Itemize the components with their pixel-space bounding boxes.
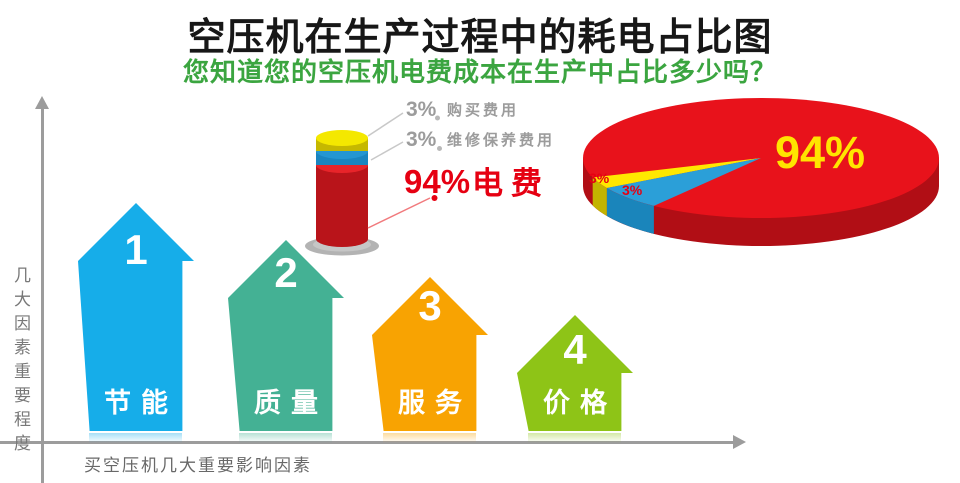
y-axis-label: 几大因素重要程度 bbox=[11, 266, 30, 458]
factor-bar-energy-saving: 1 节能 bbox=[78, 203, 194, 431]
factor-reflection bbox=[383, 433, 476, 443]
electricity-name-label: 电费 bbox=[472, 166, 550, 201]
cylinder-red-segment bbox=[316, 165, 368, 239]
factor-rank: 4 bbox=[563, 326, 587, 373]
factor-reflection bbox=[89, 433, 182, 443]
purchase-pct-label: 3% bbox=[406, 98, 437, 121]
factor-label: 服务 bbox=[398, 388, 472, 418]
factor-label: 质量 bbox=[254, 388, 328, 418]
factor-rank: 3 bbox=[418, 282, 442, 329]
electricity-pct-label: 94% bbox=[404, 163, 471, 200]
factor-label: 节能 bbox=[104, 388, 178, 418]
factor-bar-price: 4 价格 bbox=[517, 315, 633, 431]
pie-yellow-slice-side bbox=[592, 177, 607, 216]
y-axis-line bbox=[41, 108, 44, 483]
pie-main-pct-label: 94% bbox=[774, 127, 866, 178]
x-axis-line bbox=[0, 441, 733, 444]
page-subtitle: 您知道您的空压机电费成本在生产中占比多少吗？ bbox=[182, 57, 777, 87]
cost-cylinder-chart bbox=[305, 130, 379, 256]
cylinder-yellow-top bbox=[316, 130, 368, 146]
pie-blue-pct-label: 3% bbox=[622, 182, 643, 198]
pie-yellow-pct-label: 3% bbox=[589, 170, 610, 186]
purchase-name-label: 购买费用 bbox=[447, 102, 520, 119]
pie-yellow-slice-top bbox=[592, 158, 761, 188]
pie-blue-slice-top bbox=[606, 158, 761, 206]
pie-blue-slice-side bbox=[606, 188, 654, 234]
factor-bar-quality: 2 质量 bbox=[228, 240, 344, 431]
page-title: 空压机在生产过程中的耗电占比图 bbox=[187, 17, 773, 59]
x-axis-label: 买空压机几大重要影响因素 bbox=[84, 456, 312, 475]
factor-rank: 1 bbox=[124, 226, 148, 273]
maintenance-name-label: 维修保养费用 bbox=[447, 132, 556, 149]
cost-pie-chart bbox=[583, 98, 939, 246]
factor-rank: 2 bbox=[274, 249, 298, 296]
y-axis-arrowhead-icon bbox=[35, 96, 49, 109]
factor-bar-service: 3 服务 bbox=[372, 277, 488, 431]
leader-dot-maintenance bbox=[437, 146, 442, 151]
factor-reflection bbox=[239, 433, 332, 443]
factor-label: 价格 bbox=[543, 388, 617, 418]
maintenance-pct-label: 3% bbox=[406, 128, 437, 151]
x-axis-arrowhead-icon bbox=[733, 435, 746, 449]
factor-reflection bbox=[528, 433, 621, 443]
